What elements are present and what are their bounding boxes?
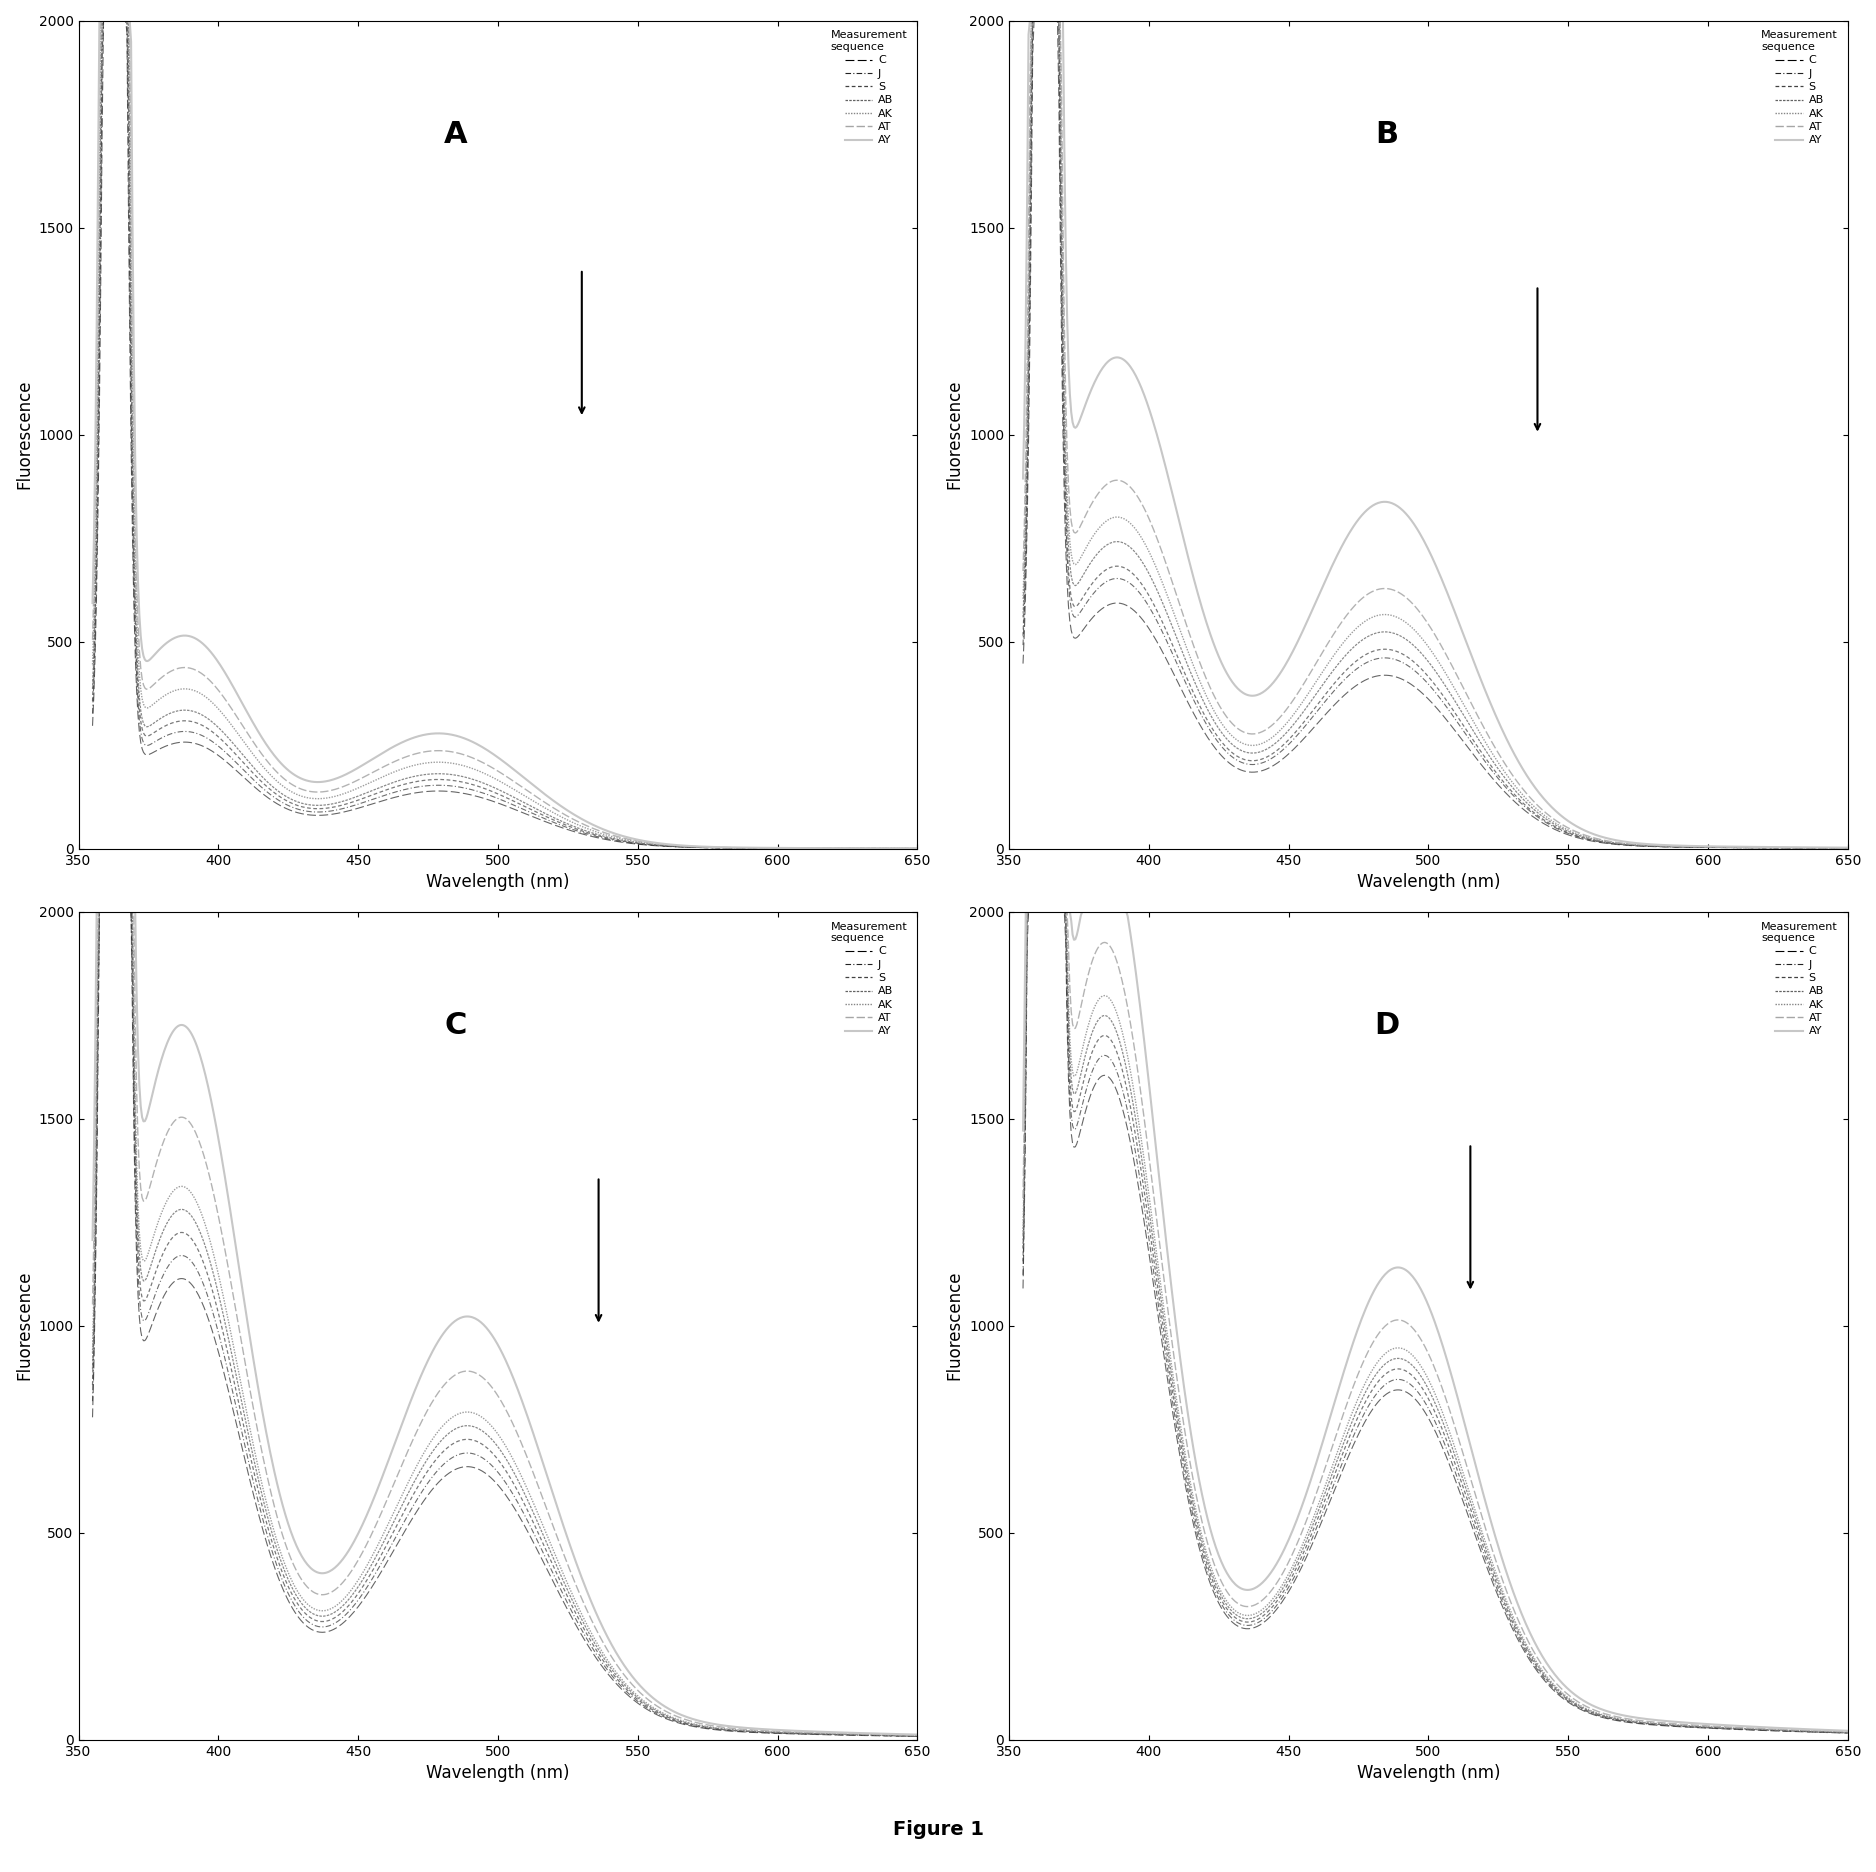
Y-axis label: Fluorescence: Fluorescence [15,380,34,489]
X-axis label: Wavelength (nm): Wavelength (nm) [426,1763,570,1782]
X-axis label: Wavelength (nm): Wavelength (nm) [1356,1763,1501,1782]
Text: Figure 1: Figure 1 [893,1820,983,1838]
Text: A: A [445,120,467,150]
Legend: C, J, S, AB, AK, AT, AY: C, J, S, AB, AK, AT, AY [825,26,912,150]
Legend: C, J, S, AB, AK, AT, AY: C, J, S, AB, AK, AT, AY [825,917,912,1041]
Legend: C, J, S, AB, AK, AT, AY: C, J, S, AB, AK, AT, AY [1756,917,1842,1041]
X-axis label: Wavelength (nm): Wavelength (nm) [1356,872,1501,891]
Text: D: D [1373,1011,1399,1041]
X-axis label: Wavelength (nm): Wavelength (nm) [426,872,570,891]
Text: C: C [445,1011,467,1041]
Y-axis label: Fluorescence: Fluorescence [15,1271,34,1380]
Y-axis label: Fluorescence: Fluorescence [946,380,964,489]
Y-axis label: Fluorescence: Fluorescence [946,1271,964,1380]
Text: B: B [1375,120,1398,150]
Legend: C, J, S, AB, AK, AT, AY: C, J, S, AB, AK, AT, AY [1756,26,1842,150]
